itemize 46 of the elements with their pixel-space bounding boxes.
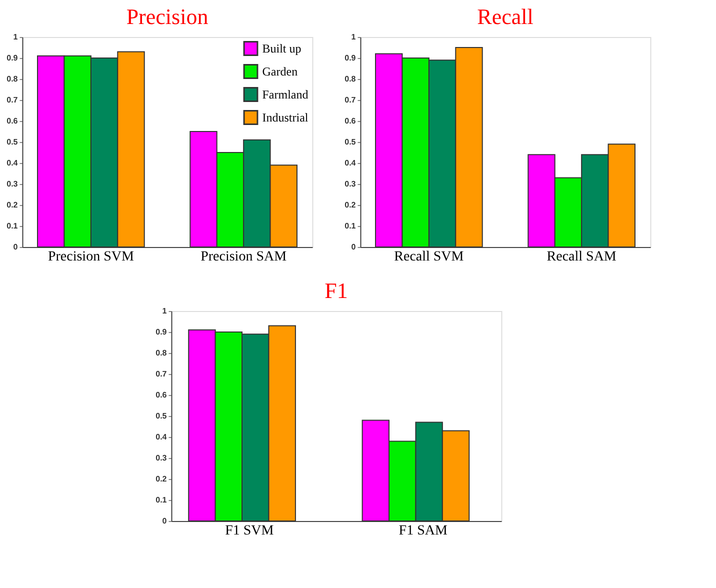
- y-tick-label: 0.5: [6, 138, 18, 146]
- y-tick-label: 0.9: [156, 328, 168, 336]
- y-tick-label: 0.6: [156, 390, 168, 400]
- y-tick-label: 0.9: [344, 54, 356, 62]
- chart-title: Precision: [126, 4, 208, 29]
- chart-title: Recall: [477, 4, 534, 29]
- y-tick-label: 0.6: [344, 116, 356, 126]
- y-tick-label: 0.8: [344, 74, 356, 84]
- x-tick-label: Recall SAM: [546, 250, 617, 264]
- y-tick-label: 0.1: [344, 222, 356, 230]
- legend-label: Built up: [262, 42, 302, 56]
- y-tick-label: 0.8: [6, 74, 18, 84]
- chart-title: F1: [324, 278, 348, 303]
- y-tick-label: 0.3: [344, 180, 356, 188]
- y-tick-label: 0.4: [6, 158, 18, 168]
- y-tick-label: 0.6: [6, 116, 18, 126]
- x-tick-label: F1 SAM: [398, 524, 448, 538]
- x-tick-label: Precision SVM: [48, 250, 134, 264]
- y-tick-label: 0.1: [156, 496, 168, 504]
- x-tick-label: Recall SVM: [394, 250, 464, 264]
- y-tick-label: 0: [13, 242, 18, 252]
- y-tick-label: 0.1: [6, 222, 18, 230]
- y-tick-label: 0: [162, 516, 168, 526]
- y-tick-label: 0: [351, 242, 356, 252]
- y-tick-label: 0.7: [156, 370, 168, 378]
- y-tick-label: 0.9: [6, 54, 18, 62]
- legend-label: Garden: [262, 64, 298, 78]
- y-tick-label: 1: [162, 306, 168, 316]
- y-tick-label: 0.3: [156, 454, 168, 462]
- y-tick-label: 1: [351, 32, 356, 42]
- y-tick-label: 0.4: [156, 432, 168, 442]
- y-tick-label: 0.2: [6, 200, 18, 210]
- y-tick-label: 0.4: [344, 158, 356, 168]
- y-tick-label: 0.2: [344, 200, 356, 210]
- legend-label: Farmland: [262, 88, 308, 102]
- y-tick-label: 0.5: [156, 412, 168, 420]
- y-tick-label: 0.3: [6, 180, 18, 188]
- y-tick-label: 0.5: [344, 138, 356, 146]
- y-tick-label: 1: [13, 32, 18, 42]
- y-tick-label: 0.7: [344, 96, 356, 104]
- x-tick-label: Precision SAM: [200, 250, 288, 264]
- legend-label: Industrial: [262, 110, 309, 124]
- y-tick-label: 0.7: [6, 96, 18, 104]
- x-tick-label: F1 SVM: [225, 524, 274, 538]
- y-tick-label: 0.8: [156, 348, 168, 358]
- y-tick-label: 0.2: [156, 474, 168, 484]
